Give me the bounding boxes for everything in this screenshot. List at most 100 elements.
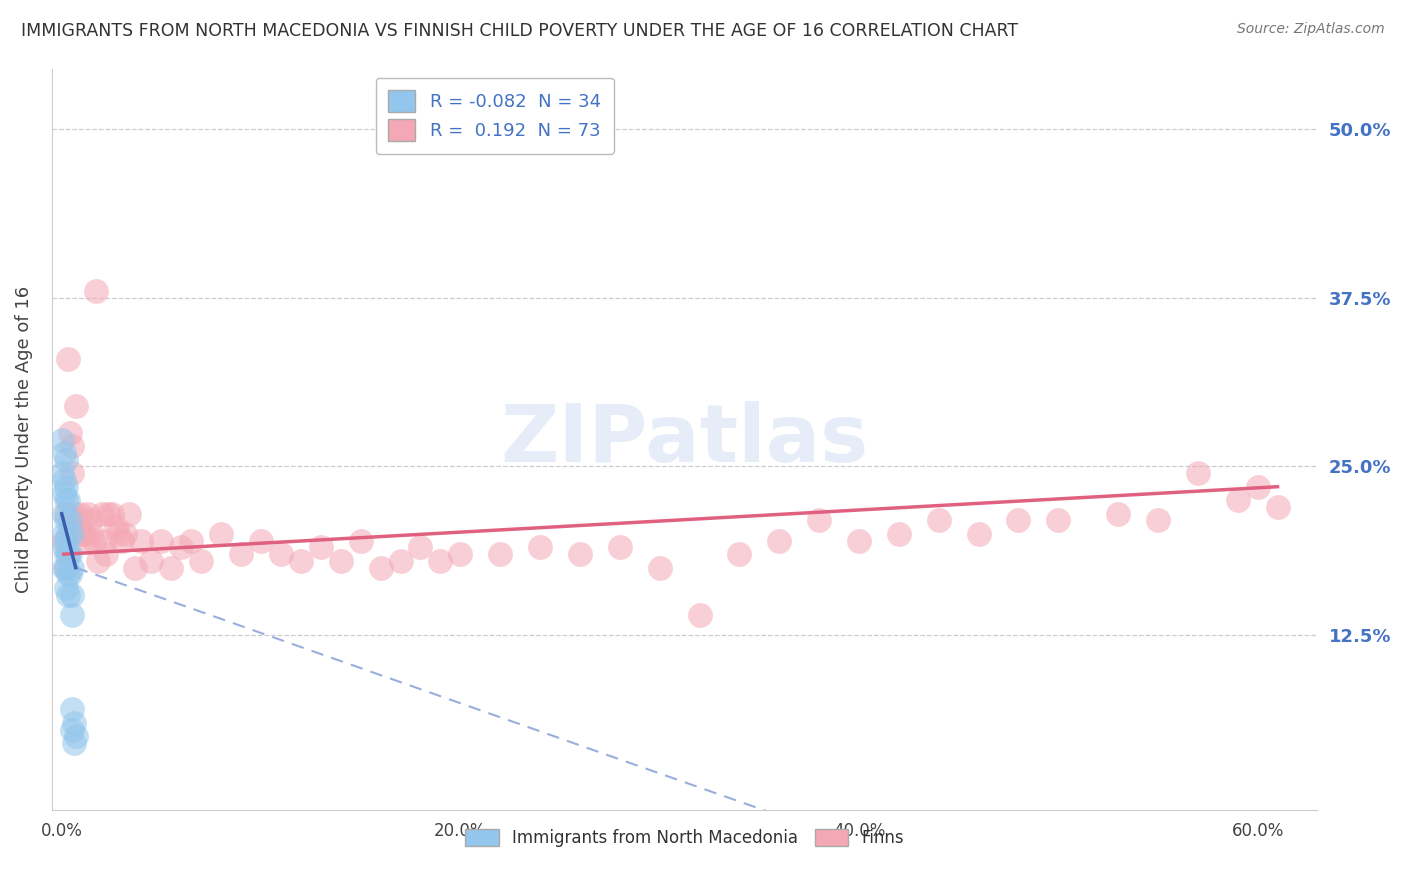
Point (55, 547, 77, 561)
Point (51, 433, 73, 447)
Text: IMMIGRANTS FROM NORTH MACEDONIA VS FINNISH CHILD POVERTY UNDER THE AGE OF 16 COR: IMMIGRANTS FROM NORTH MACEDONIA VS FINNI… (21, 22, 1018, 40)
Point (55, 560, 77, 574)
Point (270, 547, 292, 561)
Point (60, 702, 83, 716)
Point (55, 581, 77, 595)
Point (56, 547, 79, 561)
Point (56, 351, 79, 366)
Point (60, 560, 83, 574)
Point (648, 560, 671, 574)
Point (75, 533, 97, 548)
Point (568, 547, 591, 561)
Point (52, 541, 75, 555)
Point (84, 284, 107, 298)
Point (887, 527, 910, 541)
Point (141, 554, 163, 568)
Point (83, 533, 105, 548)
Point (96, 507, 118, 521)
Text: ZIPatlas: ZIPatlas (501, 401, 869, 478)
Point (449, 547, 471, 561)
Point (93, 533, 115, 548)
Point (55, 452, 77, 467)
Point (370, 560, 392, 574)
Point (389, 554, 412, 568)
Point (309, 541, 332, 555)
Point (55, 560, 77, 574)
Point (94, 547, 117, 561)
Point (70, 527, 93, 541)
Point (80, 527, 103, 541)
Point (60, 607, 83, 622)
Point (808, 513, 831, 527)
Point (60, 588, 83, 602)
Point (1246, 480, 1268, 494)
Point (689, 607, 711, 622)
Point (52, 486, 75, 500)
Point (104, 520, 127, 534)
Point (1047, 513, 1070, 527)
Point (59, 567, 82, 582)
Point (52, 446, 75, 460)
Point (329, 554, 352, 568)
Point (62, 736, 84, 750)
Point (1187, 467, 1209, 481)
Point (1107, 507, 1129, 521)
Point (72, 527, 94, 541)
Point (768, 533, 790, 548)
Point (59, 513, 82, 527)
Point (1147, 513, 1170, 527)
Point (170, 541, 193, 555)
Point (60, 467, 83, 481)
Point (967, 527, 990, 541)
Point (56, 527, 79, 541)
Point (52, 527, 75, 541)
Point (55, 533, 77, 548)
Point (56, 588, 79, 602)
Point (60, 527, 83, 541)
Point (118, 507, 141, 521)
Point (59, 425, 82, 440)
Point (66, 513, 89, 527)
Point (150, 533, 173, 548)
Point (848, 533, 870, 548)
Point (56, 493, 79, 508)
Point (529, 541, 551, 555)
Point (52, 507, 75, 521)
Point (76, 507, 98, 521)
Point (1007, 513, 1029, 527)
Point (728, 547, 751, 561)
Point (62, 715, 84, 730)
Point (65, 399, 87, 413)
Point (55, 513, 77, 527)
Point (229, 547, 252, 561)
Point (90, 507, 112, 521)
Point (52, 560, 75, 574)
Point (86, 554, 108, 568)
Point (409, 541, 432, 555)
Legend: Immigrants from North Macedonia, Finns: Immigrants from North Macedonia, Finns (458, 822, 911, 855)
Point (1267, 500, 1289, 514)
Point (131, 533, 153, 548)
Point (928, 513, 950, 527)
Point (489, 547, 512, 561)
Point (107, 527, 129, 541)
Point (69, 507, 91, 521)
Point (124, 560, 146, 574)
Point (429, 554, 451, 568)
Point (1226, 493, 1249, 508)
Point (55, 493, 77, 508)
Point (114, 527, 136, 541)
Point (350, 533, 373, 548)
Point (59, 547, 82, 561)
Point (100, 507, 122, 521)
Point (110, 533, 132, 548)
Point (160, 560, 183, 574)
Point (51, 467, 73, 481)
Point (79, 513, 101, 527)
Point (52, 533, 75, 548)
Point (56, 547, 79, 561)
Point (180, 533, 202, 548)
Text: Source: ZipAtlas.com: Source: ZipAtlas.com (1237, 22, 1385, 37)
Point (65, 729, 87, 743)
Point (52, 473, 75, 487)
